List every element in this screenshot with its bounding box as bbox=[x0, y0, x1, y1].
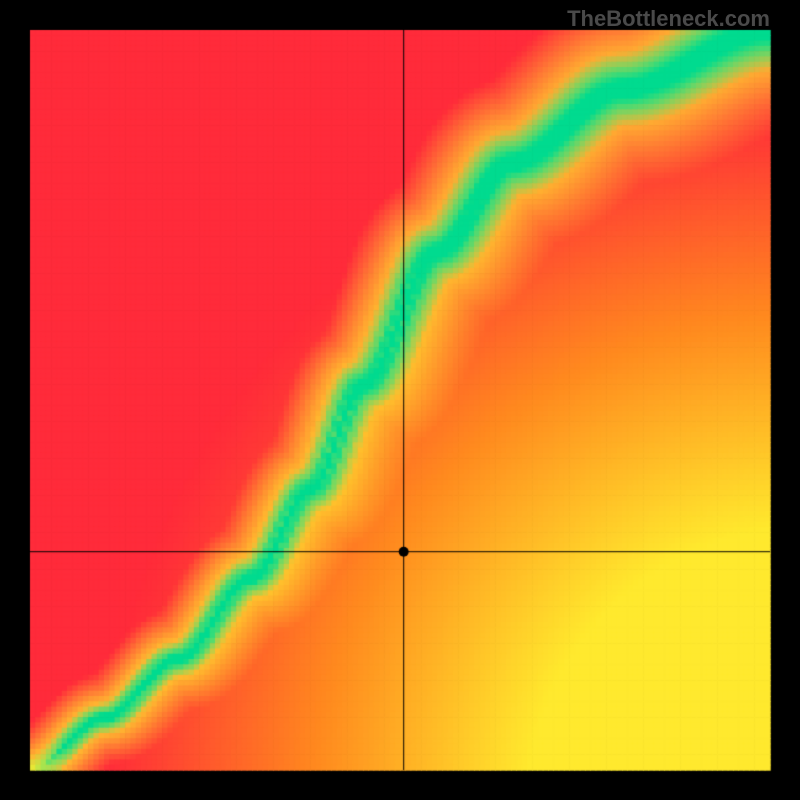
watermark-text: TheBottleneck.com bbox=[567, 6, 770, 32]
heatmap-canvas bbox=[0, 0, 800, 800]
chart-container: TheBottleneck.com bbox=[0, 0, 800, 800]
